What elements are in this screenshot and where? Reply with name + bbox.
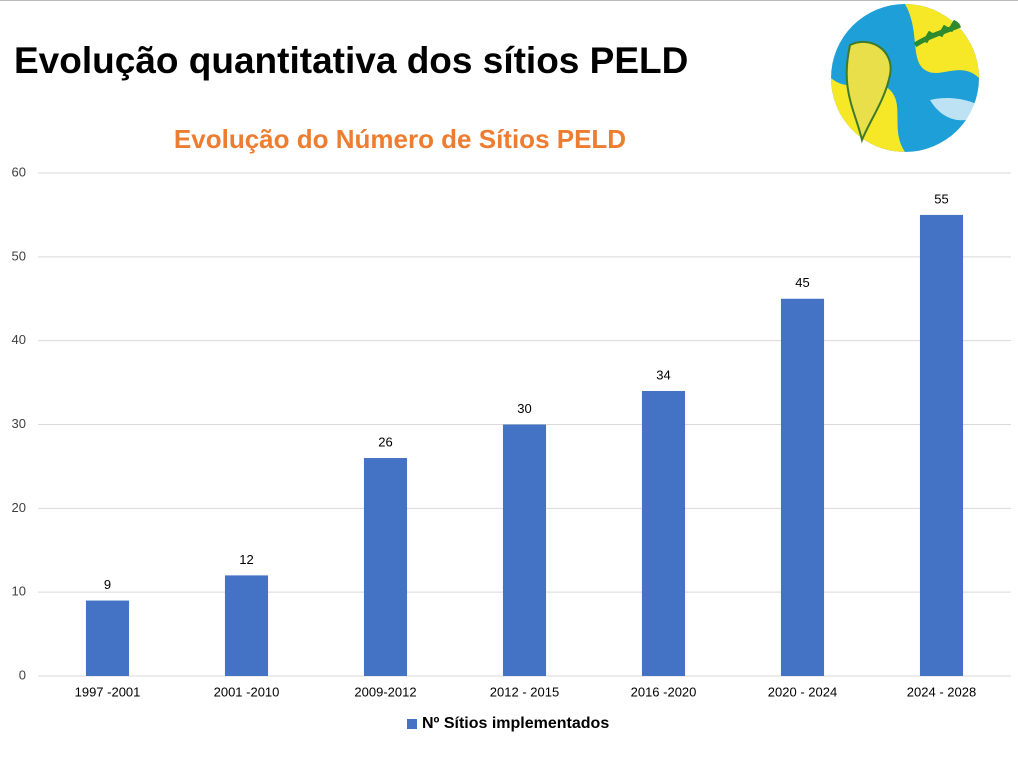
logo-leaves: [913, 19, 962, 48]
data-label: 12: [239, 552, 253, 567]
x-tick-label: 2016 -2020: [631, 684, 697, 699]
bar: [85, 600, 130, 676]
x-tick-label: 2024 - 2028: [907, 684, 976, 699]
bar: [502, 424, 547, 676]
y-tick-label: 10: [12, 584, 26, 599]
data-label: 34: [656, 367, 670, 382]
data-label: 45: [795, 275, 809, 290]
y-tick-label: 20: [12, 500, 26, 515]
y-tick-label: 50: [12, 248, 26, 263]
x-tick-label: 1997 -2001: [75, 684, 141, 699]
x-tick-label: 2020 - 2024: [768, 684, 837, 699]
x-tick-label: 2009-2012: [354, 684, 416, 699]
y-tick-label: 30: [12, 416, 26, 431]
data-label: 26: [378, 434, 392, 449]
logo-cloud: [930, 98, 985, 121]
data-label: 9: [104, 577, 111, 592]
logo: [831, 4, 985, 152]
logo-land: [845, 40, 892, 144]
chart-title: Evolução do Número de Sítios PELD: [174, 124, 626, 154]
y-tick-label: 60: [12, 164, 26, 179]
bar: [224, 575, 269, 676]
bar: [641, 390, 686, 676]
x-tick-label: 2012 - 2015: [490, 684, 559, 699]
legend-swatch: [407, 719, 417, 729]
logo-yellow: [905, 4, 979, 78]
slide-title: Evolução quantitativa dos sítios PELD: [14, 40, 688, 81]
data-label: 30: [517, 401, 531, 416]
y-tick-label: 40: [12, 332, 26, 347]
data-label: 55: [934, 191, 948, 206]
y-tick-label: 0: [19, 667, 26, 682]
bar: [780, 298, 825, 676]
bar: [919, 214, 964, 676]
x-tick-label: 2001 -2010: [214, 684, 280, 699]
bar: [363, 458, 408, 676]
legend-label: Nº Sítios implementados: [422, 715, 609, 732]
